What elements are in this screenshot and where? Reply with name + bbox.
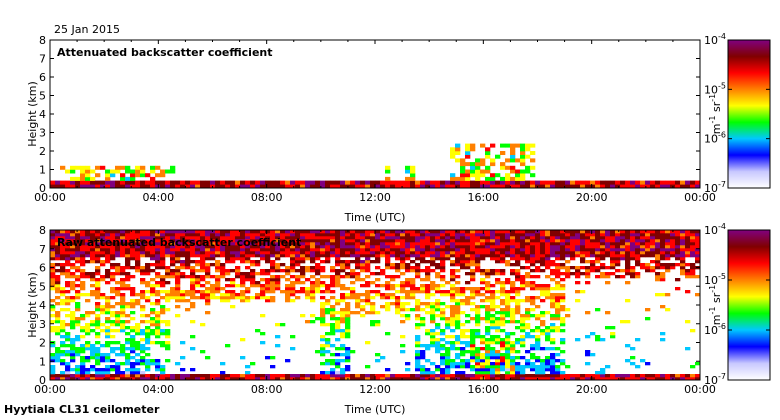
y-tick-label: 1 — [39, 164, 46, 177]
y-tick-label: 3 — [39, 127, 46, 140]
panel-title: Raw attenuated backscatter coefficient — [57, 236, 301, 249]
colorbar-gradient — [727, 39, 771, 189]
heatmap-cells — [50, 143, 700, 188]
x-tick-label: 16:00 — [467, 383, 499, 396]
y-tick-label: 6 — [39, 262, 46, 275]
x-tick-label: 00:00 — [684, 191, 716, 204]
colorbar-tick-label: 10-6 — [704, 131, 726, 146]
y-tick-label: 5 — [39, 90, 46, 103]
colorbar-bottom: 10-4 10-5 10-6 10-7 m-1 sr-1 — [704, 222, 771, 387]
x-tick-label: 08:00 — [251, 383, 283, 396]
x-tick-label: 20:00 — [576, 191, 608, 204]
x-axis-label: Time (UTC) — [344, 211, 406, 224]
y-tick-label: 2 — [39, 145, 46, 158]
x-tick-label: 12:00 — [359, 191, 391, 204]
axes: 00:00 04:00 08:00 12:00 16:00 20:00 00:0001234… — [34, 224, 716, 396]
x-tick-label: 00:00 — [34, 191, 66, 204]
date-label: 25 Jan 2015 — [54, 23, 120, 36]
colorbar-tick-label: 10-4 — [704, 222, 726, 237]
colorbar-tick-label: 10-7 — [704, 372, 726, 387]
colorbar-tick-label: 10-5 — [704, 81, 726, 96]
panel-title: Attenuated backscatter coefficient — [57, 46, 273, 59]
heatmap-cells — [50, 230, 700, 380]
footer-label: Hyytiala CL31 ceilometer — [4, 403, 160, 416]
y-tick-label: 0 — [39, 374, 46, 387]
panel-raw: Raw attenuated backscatter coefficient 0… — [26, 224, 716, 416]
x-tick-label: 12:00 — [359, 383, 391, 396]
colorbar-tick-label: 10-7 — [704, 180, 726, 195]
x-tick-label: 16:00 — [467, 191, 499, 204]
colorbar-unit: m-1 sr-1 — [708, 94, 723, 134]
colorbar-top: 10-4 10-5 10-6 10-7 m-1 sr-1 — [704, 32, 771, 195]
colorbar-tick-label: 10-4 — [704, 32, 726, 47]
colorbar-tick-label: 10-6 — [704, 322, 726, 337]
colorbar-gradient — [727, 229, 771, 381]
y-tick-label: 8 — [39, 34, 46, 47]
y-tick-label: 4 — [39, 108, 46, 121]
axes: 00:00 04:00 08:00 12:00 16:00 20:00 00:0001234… — [34, 34, 716, 204]
y-tick-label: 3 — [39, 318, 46, 331]
x-tick-label: 08:00 — [251, 191, 283, 204]
x-tick-label: 04:00 — [142, 191, 174, 204]
y-axis-label: Height (km) — [26, 81, 39, 147]
y-axis-label: Height (km) — [26, 272, 39, 338]
y-tick-label: 8 — [39, 224, 46, 237]
x-tick-label: 04:00 — [142, 383, 174, 396]
colorbar-tick-label: 10-5 — [704, 272, 726, 287]
plot-area — [50, 40, 700, 188]
y-tick-label: 4 — [39, 299, 46, 312]
y-tick-label: 7 — [39, 243, 46, 256]
x-tick-label: 20:00 — [576, 383, 608, 396]
panel-attenuated: Attenuated backscatter coefficient 00:00… — [26, 34, 716, 224]
x-tick-label: 00:00 — [684, 383, 716, 396]
colorbar-unit: m-1 sr-1 — [708, 285, 723, 325]
y-tick-label: 7 — [39, 53, 46, 66]
x-axis-label: Time (UTC) — [344, 403, 406, 416]
y-tick-label: 6 — [39, 71, 46, 84]
x-tick-label: 00:00 — [34, 383, 66, 396]
y-tick-label: 5 — [39, 280, 46, 293]
y-tick-label: 2 — [39, 337, 46, 350]
y-tick-label: 0 — [39, 182, 46, 195]
y-tick-label: 1 — [39, 355, 46, 368]
